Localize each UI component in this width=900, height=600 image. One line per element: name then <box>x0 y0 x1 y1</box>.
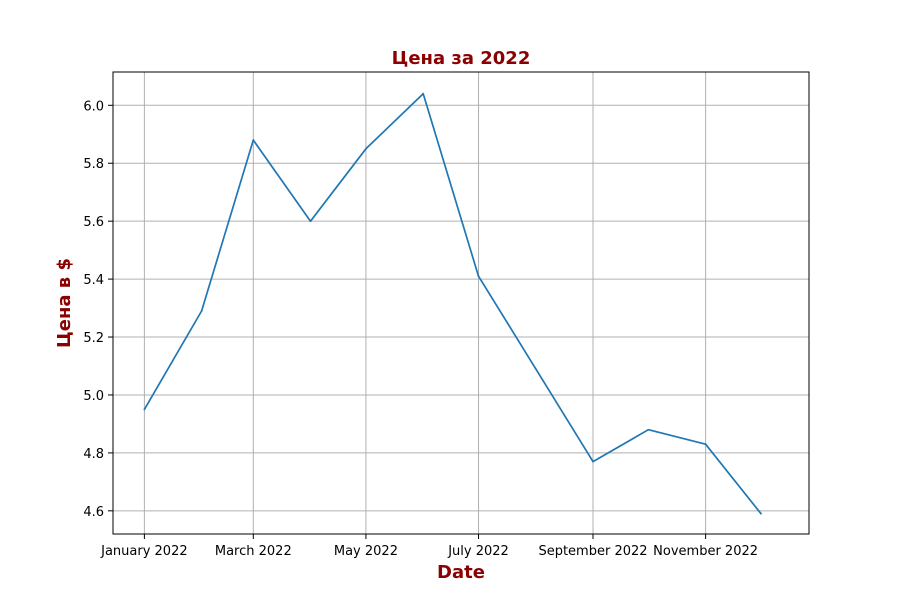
grid-layer <box>113 72 809 534</box>
plot-frame <box>112 71 810 535</box>
y-tick-label: 5.0 <box>83 389 104 404</box>
chart-title: Цена за 2022 <box>392 48 531 69</box>
tick-layer: January 2022 March 2022 May 2022 July 2022 S… <box>83 99 758 559</box>
data-point <box>309 220 312 223</box>
y-tick-label: 5.2 <box>83 331 104 346</box>
y-tick-label: 4.6 <box>83 505 104 520</box>
data-point <box>647 428 650 431</box>
data-point <box>760 512 762 515</box>
data-point <box>200 310 203 312</box>
y-tick-label: 6.0 <box>83 99 104 114</box>
data-point <box>477 275 480 278</box>
y-tick-label: 5.6 <box>83 215 104 230</box>
data-point <box>143 408 146 411</box>
data-point <box>252 139 255 141</box>
y-tick-label: 4.8 <box>83 447 104 462</box>
data-point <box>365 147 367 150</box>
x-tick-label: September 2022 <box>538 544 647 559</box>
x-tick-label: May 2022 <box>334 544 398 559</box>
x-tick-label: November 2022 <box>653 544 758 559</box>
x-tick-label: January 2022 <box>100 544 188 559</box>
y-tick-label: 5.8 <box>83 157 104 172</box>
y-axis-label: Цена в $ <box>54 258 75 348</box>
data-point <box>534 367 537 370</box>
x-tick-label: March 2022 <box>215 544 292 559</box>
series-line <box>143 92 762 515</box>
y-tick-label: 5.4 <box>83 273 104 288</box>
data-point <box>422 92 425 95</box>
x-axis-label: Date <box>437 562 485 583</box>
series-layer <box>143 92 762 515</box>
x-tick-label: July 2022 <box>447 544 509 559</box>
data-point <box>704 443 707 446</box>
data-point <box>592 460 594 463</box>
